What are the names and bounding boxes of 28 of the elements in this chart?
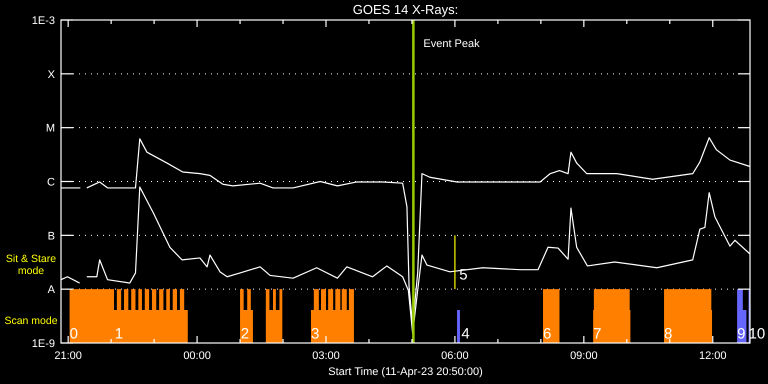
x-tick-label: 09:00 [570, 350, 598, 362]
x-axis-title: Start Time (11-Apr-23 20:50:00) [328, 366, 483, 378]
x-tick-label: 06:00 [441, 350, 469, 362]
x-tick-label: 21:00 [54, 350, 82, 362]
y-tick-label: C [47, 176, 56, 188]
text: Scan mode [4, 315, 58, 327]
annotation: 7 [593, 326, 602, 343]
y-tick-label: B [48, 230, 55, 242]
annotation: 8 [664, 326, 672, 343]
annotation: 1 [114, 326, 124, 343]
text: Sit & Stare mode [6, 253, 56, 277]
x-tick-label: 12:00 [698, 350, 727, 362]
annotation: 3 [310, 326, 320, 343]
x-tick-label: 00:00 [183, 350, 211, 362]
annotation: 0 [70, 326, 78, 343]
ref-line-label: Event Peak [423, 38, 480, 50]
chart-title: GOES 14 X-Rays: [352, 2, 458, 17]
x-tick-label: 03:00 [312, 350, 340, 362]
annotation: 4 [461, 326, 470, 343]
annotation: 6 [543, 326, 552, 343]
y-tick-label: 1E-9 [32, 338, 55, 350]
annotation: 9 [737, 326, 746, 343]
annotation: 10 [748, 326, 766, 343]
annotation: 2 [240, 326, 250, 343]
y-tick-label: A [48, 284, 56, 296]
y-tick-label: M [46, 122, 55, 135]
y-tick-label: X [48, 68, 56, 81]
y-tick-label: 1E-3 [32, 15, 55, 27]
